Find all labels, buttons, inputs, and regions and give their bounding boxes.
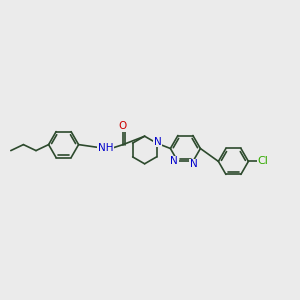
Text: O: O: [119, 121, 127, 131]
Text: NH: NH: [98, 143, 113, 153]
Text: N: N: [190, 160, 197, 170]
Text: N: N: [154, 137, 162, 147]
Text: Cl: Cl: [257, 156, 268, 167]
Text: N: N: [170, 157, 178, 166]
